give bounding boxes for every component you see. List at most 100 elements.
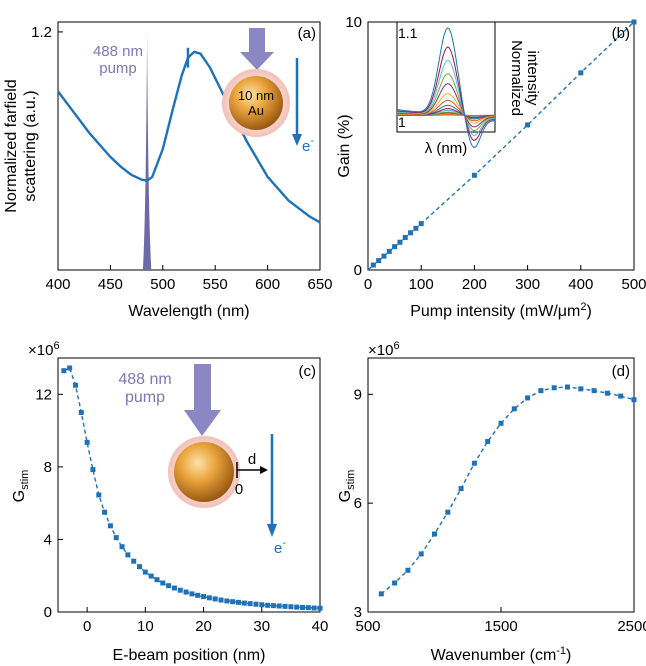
panel-d-multiplier-exp: 6 bbox=[393, 340, 399, 352]
panel-b-data-point bbox=[631, 19, 637, 25]
panel-c-xtick-label: 0 bbox=[83, 618, 91, 635]
panel-a-xtick-label: 500 bbox=[150, 276, 175, 293]
panel-c-data-point bbox=[230, 599, 236, 605]
panel-d-data-point bbox=[604, 390, 610, 396]
panel-c-data-point bbox=[148, 573, 154, 579]
panel-b-data-point bbox=[386, 248, 392, 254]
panel-d-data-point bbox=[551, 385, 557, 391]
panel-c-data-point bbox=[154, 577, 160, 583]
panel-c-d-arrow-icon bbox=[236, 462, 268, 478]
panel-a-y-axis-title-1: Normalized farfield bbox=[3, 79, 20, 212]
panel-d-series-line bbox=[380, 386, 635, 595]
panel-a-y-axis-title-2: scattering (a.u.) bbox=[22, 90, 39, 201]
panel-d-data-point bbox=[445, 509, 451, 515]
panel-c-data-point bbox=[183, 589, 189, 595]
panel-d-data-point bbox=[405, 567, 411, 573]
panel-c-data-point bbox=[166, 583, 172, 589]
panel-c-data-point bbox=[265, 602, 271, 608]
panel-d-y-axis-title: Gstim bbox=[337, 470, 357, 503]
panel-a-electron-label: e- bbox=[302, 135, 314, 155]
panel-c-data-point bbox=[171, 585, 177, 591]
panel-d-ytick-label: 6 bbox=[354, 495, 362, 512]
panel-c-xtick-label: 30 bbox=[253, 618, 270, 635]
panel-d-data-point bbox=[392, 580, 398, 586]
panel-c-data-point bbox=[160, 580, 166, 586]
panel-b: 0 100 200 300 400 500 0 10 1.1 1 λ (nm) Normal… bbox=[336, 14, 646, 320]
panel-c-data-point bbox=[317, 605, 323, 611]
panel-a-xtick-label: 400 bbox=[45, 276, 70, 293]
panel-d-data-point bbox=[485, 438, 491, 444]
panel-b-data-point bbox=[381, 253, 387, 259]
panel-b-xtick-label: 400 bbox=[568, 276, 593, 293]
panel-c-xtick-label: 20 bbox=[195, 618, 212, 635]
panel-b-xtick-label: 0 bbox=[364, 276, 372, 293]
panel-d-data-point bbox=[565, 384, 570, 390]
panel-c-data-point bbox=[177, 587, 183, 593]
panel-b-xtick-label: 200 bbox=[462, 276, 487, 293]
panel-c-y-axis-title: Gstim bbox=[11, 470, 31, 503]
panel-c-data-point bbox=[102, 509, 108, 515]
panel-b-ytick-label: 10 bbox=[345, 14, 362, 31]
panel-c-ytick-label: 12 bbox=[35, 386, 52, 403]
panel-b-data-point bbox=[370, 262, 376, 268]
panel-a: 400 450 500 550 600 650 1.2 488 nm pump 10 nm… bbox=[3, 21, 333, 320]
panel-c-data-point bbox=[137, 564, 143, 570]
panel-c-markers bbox=[61, 365, 323, 611]
panel-b-xtick-label: 300 bbox=[515, 276, 540, 293]
panel-c-data-point bbox=[253, 601, 259, 607]
panel-d: 500 1500 2500 3 6 9 ×106 (d) Wavenumber (cm-… bbox=[337, 340, 646, 664]
panel-b-ytick-label: 0 bbox=[354, 262, 362, 279]
panel-b-xtick-label: 100 bbox=[409, 276, 434, 293]
panel-c-data-point bbox=[300, 604, 306, 610]
panel-d-data-point bbox=[378, 591, 384, 597]
panel-b-data-point bbox=[413, 225, 419, 231]
panel-b-frame bbox=[367, 21, 635, 271]
panel-a-electron-sup: - bbox=[310, 135, 314, 147]
panel-c-data-point bbox=[189, 591, 195, 597]
panel-d-ytick-label: 3 bbox=[354, 604, 362, 621]
panel-c-data-point bbox=[212, 596, 218, 602]
panel-d-data-point bbox=[418, 551, 424, 557]
panel-c-label: (c) bbox=[299, 363, 317, 380]
panel-d-data-point bbox=[432, 531, 437, 537]
panel-c-data-point bbox=[305, 605, 311, 611]
panel-a-particle-label-2: Au bbox=[248, 103, 264, 118]
panel-c-multiplier-exp: 6 bbox=[53, 340, 59, 352]
panel-b-inset-ytick-1: 1.1 bbox=[398, 25, 418, 41]
panel-c-ytick-label: 0 bbox=[44, 604, 52, 621]
panel-c-data-point bbox=[131, 558, 137, 564]
panel-a-label: (a) bbox=[298, 25, 316, 42]
panel-c-data-point bbox=[282, 603, 288, 609]
panel-b-inset-x-title: λ (nm) bbox=[425, 140, 468, 157]
panel-a-ytick-label: 1.2 bbox=[31, 24, 52, 41]
panel-a-particle-label-1: 10 nm bbox=[238, 88, 274, 103]
panel-b-xtick-label: 500 bbox=[621, 276, 646, 293]
panel-a-electron-arrow-icon bbox=[292, 58, 302, 146]
panel-b-x-ticks: 0 100 200 300 400 500 bbox=[364, 265, 646, 293]
panel-b-inset-curve bbox=[396, 27, 496, 148]
panel-c-y-axis-sub: stim bbox=[19, 470, 31, 490]
panel-c-x-axis-title: E-beam position (nm) bbox=[113, 647, 266, 664]
panel-c-data-point bbox=[61, 368, 67, 374]
panel-b-inset-curve bbox=[396, 73, 496, 132]
panel-d-x-axis-title: Wavenumber (cm-1) bbox=[431, 645, 572, 664]
panel-c-data-point bbox=[311, 605, 317, 611]
panel-c-data-point bbox=[241, 600, 247, 606]
panel-d-y-axis-sub: stim bbox=[345, 470, 357, 490]
panel-d-data-point bbox=[631, 397, 637, 403]
panel-c-pump-label-1: 488 nm bbox=[118, 371, 171, 388]
panel-d-x-axis-sup: -1 bbox=[556, 645, 566, 657]
panel-d-data-point bbox=[591, 388, 597, 394]
panel-b-inset-curves bbox=[396, 27, 496, 148]
panel-c-data-point bbox=[142, 569, 148, 575]
panel-b-data-point bbox=[418, 221, 424, 227]
panel-c-particle-icon bbox=[168, 436, 240, 508]
panel-a-series-line bbox=[57, 50, 321, 224]
panel-c-data-point bbox=[113, 535, 119, 541]
panel-c-pump-arrow-icon bbox=[184, 364, 221, 436]
panel-c-electron-sup: - bbox=[282, 537, 286, 549]
panel-c-data-point bbox=[201, 594, 207, 600]
panel-b-data-point bbox=[525, 122, 531, 128]
